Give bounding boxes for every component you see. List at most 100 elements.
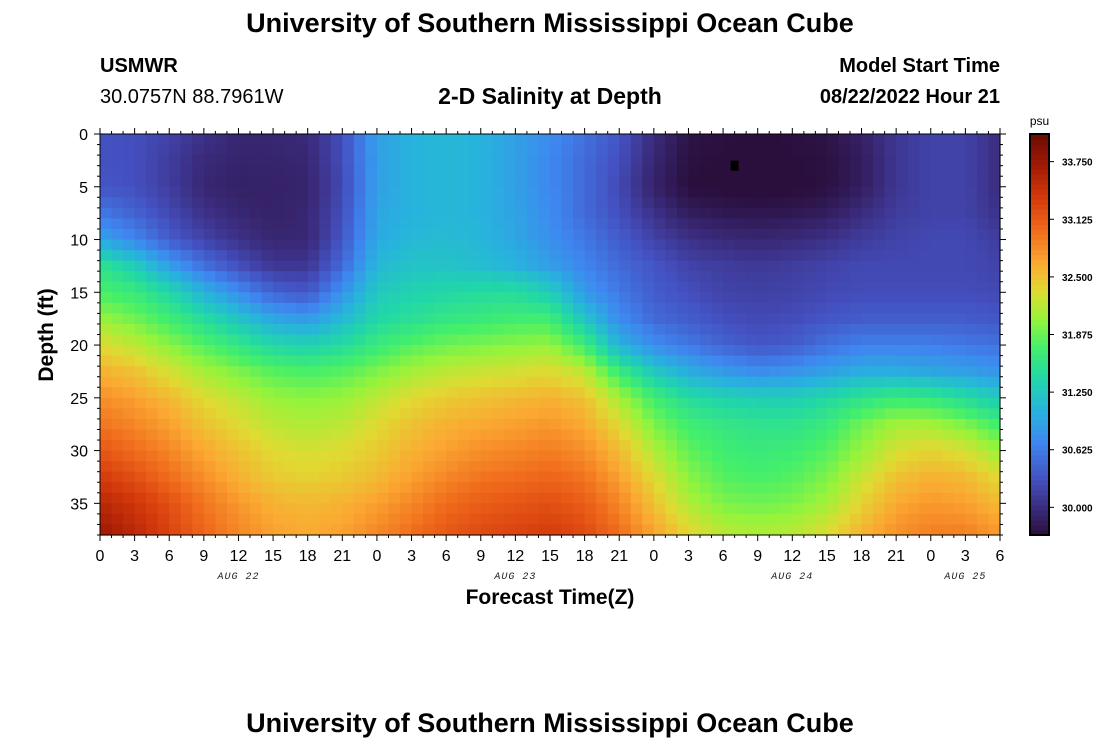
- heatmap-cell: [480, 186, 493, 198]
- heatmap-cell: [411, 397, 424, 409]
- heatmap-cell: [630, 292, 643, 304]
- y-tick-label: 25: [70, 391, 88, 408]
- heatmap-cell: [965, 429, 978, 441]
- heatmap-cell: [953, 144, 966, 156]
- heatmap-cell: [411, 218, 424, 230]
- heatmap-cell: [134, 355, 147, 367]
- heatmap-cell: [515, 408, 528, 420]
- heatmap-cell: [261, 260, 274, 272]
- heatmap-cell: [896, 144, 909, 156]
- heatmap-cell: [711, 513, 724, 526]
- heatmap-cell: [261, 440, 274, 452]
- heatmap-cell: [457, 471, 470, 483]
- heatmap-cell: [688, 450, 701, 462]
- heatmap-cell: [250, 397, 263, 409]
- heatmap-cell: [919, 144, 932, 156]
- heatmap-cell: [457, 387, 470, 399]
- heatmap-cell: [319, 461, 332, 473]
- heatmap-cell: [850, 450, 863, 462]
- heatmap-cell: [665, 503, 678, 515]
- heatmap-cell: [723, 155, 736, 167]
- heatmap-cell: [930, 165, 943, 177]
- heatmap-cell: [538, 271, 551, 283]
- heatmap-cell: [861, 376, 874, 388]
- heatmap-cell: [515, 513, 528, 526]
- heatmap-cell: [492, 302, 505, 314]
- heatmap-cell: [411, 482, 424, 494]
- heatmap-cell: [434, 134, 447, 146]
- heatmap-cell: [642, 482, 655, 494]
- heatmap-cell: [584, 366, 597, 378]
- heatmap-cell: [134, 471, 147, 483]
- heatmap-cell: [619, 418, 632, 431]
- heatmap-cell: [261, 355, 274, 367]
- heatmap-cell: [365, 186, 378, 198]
- heatmap-cell: [434, 260, 447, 272]
- heatmap-cell: [111, 503, 124, 515]
- heatmap-cell: [550, 134, 563, 146]
- heatmap-cell: [250, 228, 263, 241]
- heatmap-cell: [976, 281, 990, 293]
- heatmap-cell: [653, 323, 666, 336]
- heatmap-cell: [203, 176, 216, 188]
- heatmap-cell: [896, 260, 909, 272]
- heatmap-cell: [942, 492, 955, 504]
- heatmap-cell: [630, 471, 643, 483]
- heatmap-cell: [930, 334, 943, 346]
- heatmap-cell: [388, 429, 401, 441]
- heatmap-cell: [261, 524, 274, 536]
- heatmap-cell: [146, 440, 159, 452]
- heatmap-cell: [515, 450, 528, 462]
- heatmap-cell: [446, 239, 459, 251]
- heatmap-cell: [700, 323, 713, 336]
- heatmap-cell: [976, 440, 990, 452]
- heatmap-cell: [988, 440, 1001, 452]
- heatmap-cell: [953, 408, 966, 420]
- heatmap-cell: [976, 492, 990, 504]
- heatmap-cell: [826, 323, 840, 336]
- heatmap-cell: [619, 271, 632, 283]
- heatmap-cell: [434, 355, 447, 367]
- heatmap-cell: [284, 292, 297, 304]
- heatmap-cell: [653, 440, 666, 452]
- heatmap-cell: [619, 366, 632, 378]
- heatmap-cell: [630, 134, 643, 146]
- heatmap-cell: [330, 440, 343, 452]
- heatmap-cell: [630, 176, 643, 188]
- heatmap-cell: [307, 345, 320, 357]
- heatmap-cell: [780, 176, 793, 188]
- heatmap-cell: [884, 228, 897, 241]
- heatmap-cell: [596, 450, 609, 462]
- heatmap-cell: [838, 482, 851, 494]
- heatmap-cell: [111, 376, 124, 388]
- heatmap-cell: [457, 302, 470, 314]
- heatmap-cell: [400, 355, 413, 367]
- heatmap-cell: [284, 376, 297, 388]
- heatmap-cell: [492, 461, 505, 473]
- heatmap-cell: [561, 408, 574, 420]
- heatmap-cell: [826, 165, 840, 177]
- heatmap-cell: [400, 429, 413, 441]
- heatmap-cell: [988, 302, 1001, 314]
- heatmap-cell: [169, 334, 182, 346]
- heatmap-cell: [965, 440, 978, 452]
- heatmap-cell: [134, 345, 147, 357]
- heatmap-cell: [976, 345, 990, 357]
- heatmap-cell: [919, 239, 932, 251]
- heatmap-cell: [584, 250, 597, 262]
- heatmap-cell: [111, 186, 124, 198]
- heatmap-cell: [607, 260, 620, 272]
- heatmap-cell: [711, 134, 724, 146]
- heatmap-cell: [526, 292, 540, 304]
- heatmap-cell: [746, 334, 759, 346]
- heatmap-cell: [492, 250, 505, 262]
- heatmap-cell: [480, 492, 493, 504]
- heatmap-cell: [250, 334, 263, 346]
- heatmap-cell: [700, 461, 713, 473]
- heatmap-cell: [792, 513, 805, 526]
- heatmap-cell: [826, 334, 840, 346]
- heatmap-cell: [596, 313, 609, 325]
- heatmap-cell: [746, 271, 759, 283]
- heatmap-cell: [550, 250, 563, 262]
- heatmap-cell: [250, 345, 263, 357]
